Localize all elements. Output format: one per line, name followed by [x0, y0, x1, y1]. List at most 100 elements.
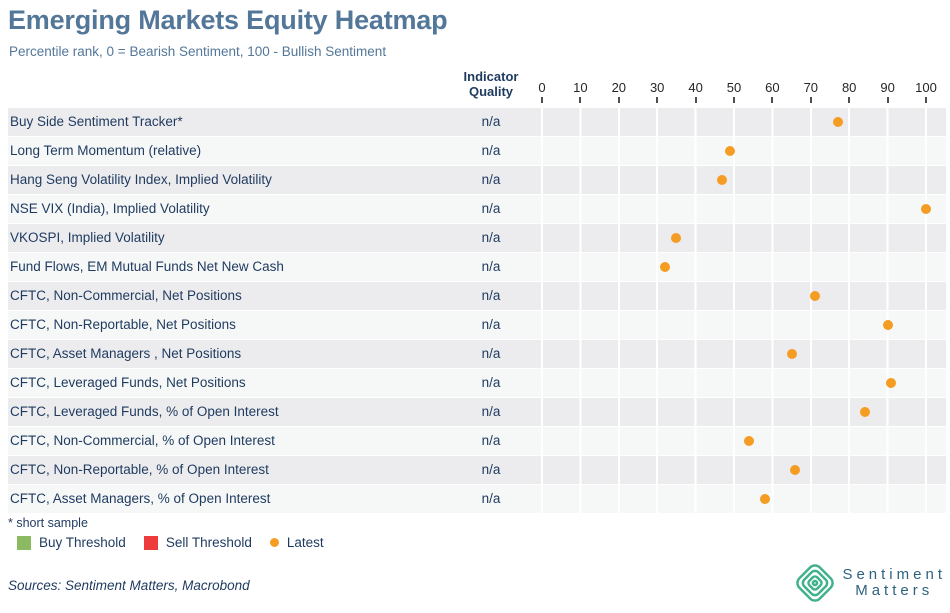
heatmap-rows: Buy Side Sentiment Tracker* n/a Long Term …: [8, 108, 946, 514]
x-axis-tick-mark: [541, 97, 543, 103]
x-axis-tick-label: 90: [880, 80, 895, 95]
brand-logo: Sentiment Matters: [792, 560, 946, 606]
x-axis-tick-label: 40: [688, 80, 703, 95]
legend-label: Buy Threshold: [39, 535, 126, 550]
x-axis-tick-label: 70: [803, 80, 819, 95]
x-axis-tick-label: 50: [726, 80, 742, 95]
percentile-track: [541, 485, 946, 513]
x-axis-tick-label: 30: [649, 80, 665, 95]
table-row: CFTC, Leveraged Funds, Net Positions n/a: [8, 369, 946, 398]
table-row: CFTC, Non-Commercial, Net Positions n/a: [8, 282, 946, 311]
page-title: Emerging Markets Equity Heatmap: [8, 5, 448, 35]
percentile-track: [541, 340, 946, 368]
x-axis-tick-label: 80: [841, 80, 857, 95]
x-axis-tick-mark: [886, 97, 889, 103]
legend-square-swatch: [17, 535, 31, 550]
legend-item: Sell Threshold: [143, 535, 252, 550]
indicator-quality-value: n/a: [481, 288, 501, 303]
latest-value-dot: [659, 262, 670, 272]
indicator-name: Fund Flows, EM Mutual Funds Net New Cash: [10, 259, 284, 274]
latest-value-dot: [832, 117, 843, 127]
legend-dot-swatch: [269, 538, 279, 547]
table-row: CFTC, Non-Reportable, Net Positions n/a: [8, 311, 946, 340]
indicator-name: CFTC, Non-Reportable, % of Open Interest: [10, 462, 269, 477]
latest-value-dot: [725, 146, 736, 156]
indicator-name: CFTC, Non-Reportable, Net Positions: [10, 317, 236, 332]
latest-value-dot: [790, 465, 801, 475]
percentile-track: [541, 137, 946, 165]
latest-value-dot: [759, 494, 770, 504]
indicator-quality-column-header: Indicator Quality: [443, 69, 539, 99]
indicator-quality-header-line2: Quality: [468, 84, 514, 99]
table-row: VKOSPI, Implied Volatility n/a: [8, 224, 946, 253]
table-row: CFTC, Non-Commercial, % of Open Interest…: [8, 427, 946, 456]
table-row: NSE VIX (India), Implied Volatility n/a: [8, 195, 946, 224]
percentile-track: [541, 166, 946, 194]
indicator-quality-value: n/a: [481, 462, 501, 477]
table-row: Hang Seng Volatility Index, Implied Vola…: [8, 166, 946, 195]
x-axis-tick-mark: [694, 97, 697, 103]
indicator-quality-value: n/a: [481, 404, 501, 419]
table-row: CFTC, Non-Reportable, % of Open Interest…: [8, 456, 946, 485]
indicator-quality-value: n/a: [481, 375, 501, 390]
table-row: CFTC, Leveraged Funds, % of Open Interes…: [8, 398, 946, 427]
concentric-diamonds-icon: [796, 564, 835, 602]
x-axis-tick-mark: [656, 97, 659, 103]
x-axis-tick-label: 0: [538, 80, 546, 95]
page-subtitle: Percentile rank, 0 = Bearish Sentiment, …: [9, 44, 387, 59]
latest-value-dot: [921, 204, 931, 214]
x-axis-tick-mark: [925, 97, 927, 103]
x-axis-tick-mark: [848, 97, 851, 103]
indicator-name: VKOSPI, Implied Volatility: [10, 230, 165, 245]
indicator-name: Buy Side Sentiment Tracker*: [10, 114, 183, 129]
indicator-quality-value: n/a: [481, 433, 501, 448]
indicator-quality-value: n/a: [481, 143, 501, 158]
indicator-quality-value: n/a: [481, 172, 501, 187]
legend-square-swatch: [143, 535, 158, 550]
x-axis-tick-mark: [809, 97, 812, 103]
indicator-quality-value: n/a: [481, 491, 501, 506]
table-row: CFTC, Asset Managers , Net Positions n/a: [8, 340, 946, 369]
percentile-track: [541, 253, 946, 281]
percentile-track: [541, 282, 946, 310]
table-row: Long Term Momentum (relative) n/a: [8, 137, 946, 166]
legend-item: Buy Threshold: [17, 535, 126, 550]
legend: Buy Threshold Sell Threshold Latest: [17, 535, 324, 550]
x-axis-tick-mark: [579, 97, 582, 103]
indicator-quality-value: n/a: [481, 201, 501, 216]
indicator-name: NSE VIX (India), Implied Volatility: [10, 201, 210, 216]
indicator-name: Long Term Momentum (relative): [10, 143, 202, 158]
latest-value-dot: [882, 320, 893, 330]
percentile-track: [541, 108, 946, 136]
latest-value-dot: [717, 175, 728, 185]
latest-value-dot: [809, 291, 820, 301]
x-axis-tick-label: 60: [765, 80, 780, 95]
latest-value-dot: [786, 349, 797, 359]
x-axis-tick-label: 100: [915, 80, 937, 95]
percentile-track: [541, 456, 946, 484]
indicator-name: Hang Seng Volatility Index, Implied Vola…: [10, 172, 272, 187]
x-axis-tick-mark: [771, 97, 774, 103]
sources-text: Sources: Sentiment Matters, Macrobond: [8, 578, 250, 593]
indicator-quality-value: n/a: [481, 114, 501, 129]
table-row: Fund Flows, EM Mutual Funds Net New Cash…: [8, 253, 946, 282]
indicator-quality-value: n/a: [481, 230, 501, 245]
x-axis-tick-mark: [733, 97, 735, 103]
legend-label: Latest: [286, 535, 324, 550]
percentile-track: [541, 311, 946, 339]
latest-value-dot: [886, 378, 897, 388]
percentile-track: [541, 398, 946, 426]
brand-logo-line1: Sentiment: [842, 566, 946, 583]
indicator-quality-value: n/a: [481, 346, 501, 361]
legend-item: Latest: [269, 535, 324, 550]
latest-value-dot: [671, 233, 682, 243]
percentile-track: [541, 427, 946, 455]
table-row: Buy Side Sentiment Tracker* n/a: [8, 108, 946, 137]
indicator-name: CFTC, Asset Managers, % of Open Interest: [10, 491, 271, 506]
indicator-name: CFTC, Non-Commercial, % of Open Interest: [10, 433, 275, 448]
percentile-track: [541, 369, 946, 397]
latest-value-dot: [859, 407, 870, 417]
x-axis-tick-label: 10: [573, 80, 588, 95]
indicator-name: CFTC, Asset Managers , Net Positions: [10, 346, 242, 361]
